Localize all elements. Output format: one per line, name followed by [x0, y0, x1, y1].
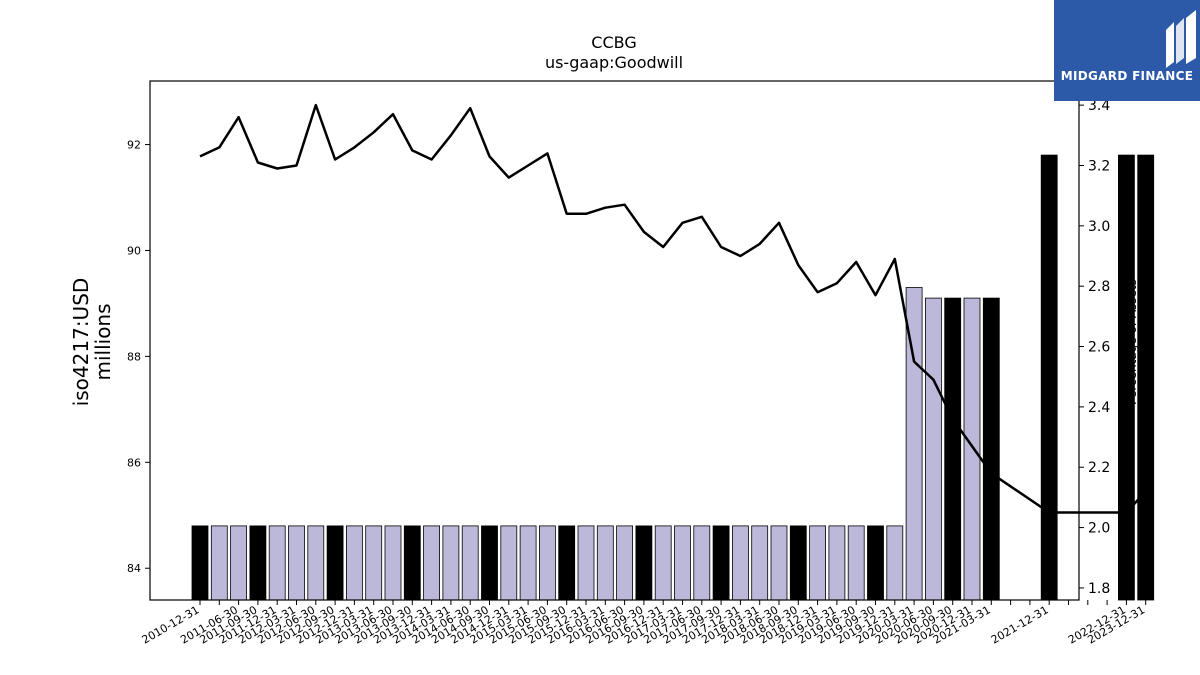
bar-2023-12-31 — [1137, 154, 1155, 601]
y2-tick-label: 1.8 — [1088, 581, 1110, 597]
y2-tick-label: 3.0 — [1088, 219, 1110, 235]
bar-2013-03-31 — [365, 525, 383, 601]
bar-2011-12-31 — [268, 525, 286, 601]
bar-2021-03-31 — [982, 297, 1000, 601]
y-tick-label: 90 — [127, 244, 141, 257]
y-axis-label: iso4217:USDmillions — [69, 278, 115, 407]
bar-2018-12-31 — [809, 525, 826, 601]
bar-2014-09-30 — [481, 525, 498, 601]
bar-2020-06-30 — [925, 297, 942, 601]
plot-frame — [149, 80, 1080, 601]
bar-2016-03-31 — [596, 525, 614, 601]
bar-2014-03-31 — [442, 525, 460, 601]
y-tick-label: 88 — [127, 350, 141, 363]
bar-2015-06-30 — [539, 525, 556, 601]
bar-2020-09-30 — [944, 297, 962, 601]
bar-2019-06-30 — [847, 525, 865, 601]
bar-2012-12-31 — [345, 525, 363, 601]
chart-subtitle: us-gaap:Goodwill — [545, 53, 683, 72]
brand-name: MIDGARD FINANCE — [1060, 69, 1194, 83]
brand-mark-icon — [1166, 10, 1196, 68]
chart-title: CCBG — [591, 33, 636, 52]
bar-2013-09-30 — [403, 525, 421, 601]
y2-tick-label: 2.8 — [1088, 279, 1110, 295]
y2-tick-label: 2.4 — [1088, 400, 1110, 416]
bar-2017-03-31 — [674, 525, 691, 601]
bar-2012-03-31 — [288, 525, 305, 601]
bar-2018-03-31 — [751, 525, 769, 601]
bar-2012-09-30 — [326, 525, 344, 601]
percentage-line — [199, 103, 1147, 514]
y-axis-left: 84 86 88 90 92 — [127, 139, 150, 575]
bar-2017-12-31 — [732, 525, 749, 601]
y-tick-label: 84 — [127, 562, 141, 575]
y-tick-label: 86 — [127, 456, 141, 469]
bar-2016-06-30 — [616, 525, 633, 601]
x-axis: 2010-12-312011-06-302011-09-302011-12-31… — [140, 600, 1147, 647]
y-axis-right: 1.8 2.0 2.2 2.4 2.6 2.8 3.0 3.2 3.4 — [1079, 98, 1110, 597]
bar-2018-09-30 — [789, 525, 807, 601]
bar-2012-06-30 — [307, 525, 325, 601]
bar-2019-12-31 — [886, 525, 904, 601]
bar-2015-09-30 — [558, 525, 576, 601]
bar-2015-12-31 — [577, 525, 595, 601]
bar-2014-12-31 — [500, 525, 518, 601]
bar-2011-03-31 — [210, 525, 228, 601]
bar-2019-09-30 — [867, 525, 884, 601]
bar-2016-09-30 — [635, 525, 653, 601]
bar-2017-06-30 — [693, 525, 711, 601]
bar-2018-06-30 — [770, 525, 788, 601]
bar-2013-12-31 — [423, 525, 441, 601]
x-tick-label: 2021-12-31 — [989, 603, 1051, 646]
y2-tick-label: 3.2 — [1088, 158, 1110, 174]
bar-2020-12-31 — [963, 297, 981, 601]
y2-axis-label: Percentage of Assets — [1125, 279, 1139, 405]
y2-tick-label: 2.0 — [1088, 521, 1110, 537]
bar-2014-06-30 — [461, 525, 479, 601]
bar-2017-09-30 — [712, 525, 730, 601]
y2-tick-label: 2.6 — [1088, 340, 1110, 356]
y-axis-label-line: iso4217:USD — [69, 278, 93, 407]
y-tick-label: 92 — [127, 139, 141, 152]
bar-2015-03-31 — [519, 525, 537, 601]
y2-tick-label: 2.2 — [1088, 460, 1110, 476]
brand-logo: MIDGARD FINANCE — [1054, 0, 1200, 101]
bar-2011-06-30 — [230, 525, 248, 601]
bar-2013-06-30 — [384, 525, 402, 601]
bar-2016-12-31 — [654, 525, 672, 601]
bar-2011-09-30 — [249, 525, 267, 601]
y2-tick-label: 3.4 — [1088, 98, 1110, 114]
bars-layer — [191, 154, 1155, 601]
bar-2021-12-31 — [1040, 154, 1058, 601]
bar-2010-12-31 — [191, 525, 209, 601]
bar-2019-03-31 — [828, 525, 846, 601]
y-axis-label-line: millions — [91, 303, 115, 380]
